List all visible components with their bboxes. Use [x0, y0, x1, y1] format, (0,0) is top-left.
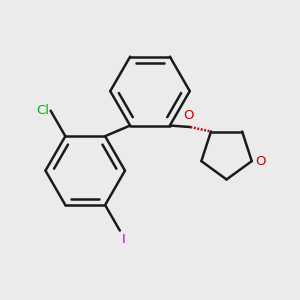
Text: O: O	[184, 109, 194, 122]
Text: Cl: Cl	[36, 104, 49, 117]
Text: O: O	[255, 154, 266, 168]
Text: I: I	[121, 233, 125, 247]
